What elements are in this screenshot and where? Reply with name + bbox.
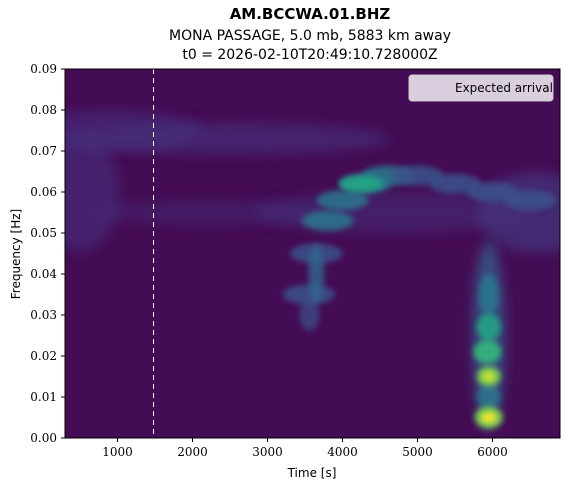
- y-axis-label: Frequency [Hz]: [9, 209, 23, 300]
- x-axis: 1000 2000 3000 4000 5000 6000: [102, 438, 508, 459]
- y-tick-label: 0.00: [30, 431, 57, 445]
- plot-area: [65, 69, 560, 438]
- x-axis-label: Time [s]: [287, 466, 337, 480]
- x-tick-label: 1000: [102, 445, 133, 459]
- y-tick-label: 0.08: [30, 103, 57, 117]
- background-energy: [87, 200, 328, 225]
- primary-peak-core: [481, 412, 496, 423]
- y-axis: 0.00 0.01 0.02 0.03 0.04 0.05 0.06 0.07 0.08 0.09: [30, 62, 65, 445]
- x-tick-label: 5000: [402, 445, 433, 459]
- legend-label: Expected arrival: [455, 81, 553, 95]
- chart-subtitle-event: MONA PASSAGE, 5.0 mb, 5883 km away: [169, 28, 451, 44]
- y-tick-label: 0.02: [30, 349, 57, 363]
- late-energy-column: [478, 274, 499, 315]
- y-tick-label: 0.05: [30, 226, 57, 240]
- chart-subtitle-origin-time: t0 = 2026-02-10T20:49:10.728000Z: [182, 47, 437, 63]
- y-tick-label: 0.06: [30, 185, 57, 199]
- late-energy-column: [473, 339, 502, 364]
- background-energy: [65, 132, 120, 252]
- heatmap-energy: [65, 110, 560, 431]
- late-energy-column: [476, 313, 501, 342]
- dispersion-arc-segment: [301, 210, 354, 231]
- dispersion-arc-segment: [308, 244, 325, 304]
- y-tick-label: 0.04: [30, 267, 57, 281]
- dispersion-arc-segment: [504, 190, 556, 211]
- y-tick-label: 0.07: [30, 144, 57, 158]
- plot-frame: [64, 68, 561, 439]
- dispersion-arc-peak: [339, 175, 384, 192]
- legend: Expected arrival: [408, 74, 554, 102]
- legend-box: [408, 74, 554, 102]
- x-tick-label: 4000: [327, 445, 358, 459]
- y-tick-label: 0.09: [30, 62, 57, 76]
- dispersion-arc-segment: [316, 190, 369, 211]
- y-tick-label: 0.03: [30, 308, 57, 322]
- chart-title: AM.BCCWA.01.BHZ: [230, 5, 391, 23]
- background-energy: [70, 122, 390, 155]
- dispersion-arc-segment: [299, 299, 320, 331]
- x-tick-label: 6000: [477, 445, 508, 459]
- secondary-peak-core: [483, 372, 494, 381]
- late-energy-column: [476, 385, 501, 409]
- x-tick-label: 2000: [177, 445, 208, 459]
- x-tick-label: 3000: [252, 445, 283, 459]
- y-tick-label: 0.01: [30, 390, 57, 404]
